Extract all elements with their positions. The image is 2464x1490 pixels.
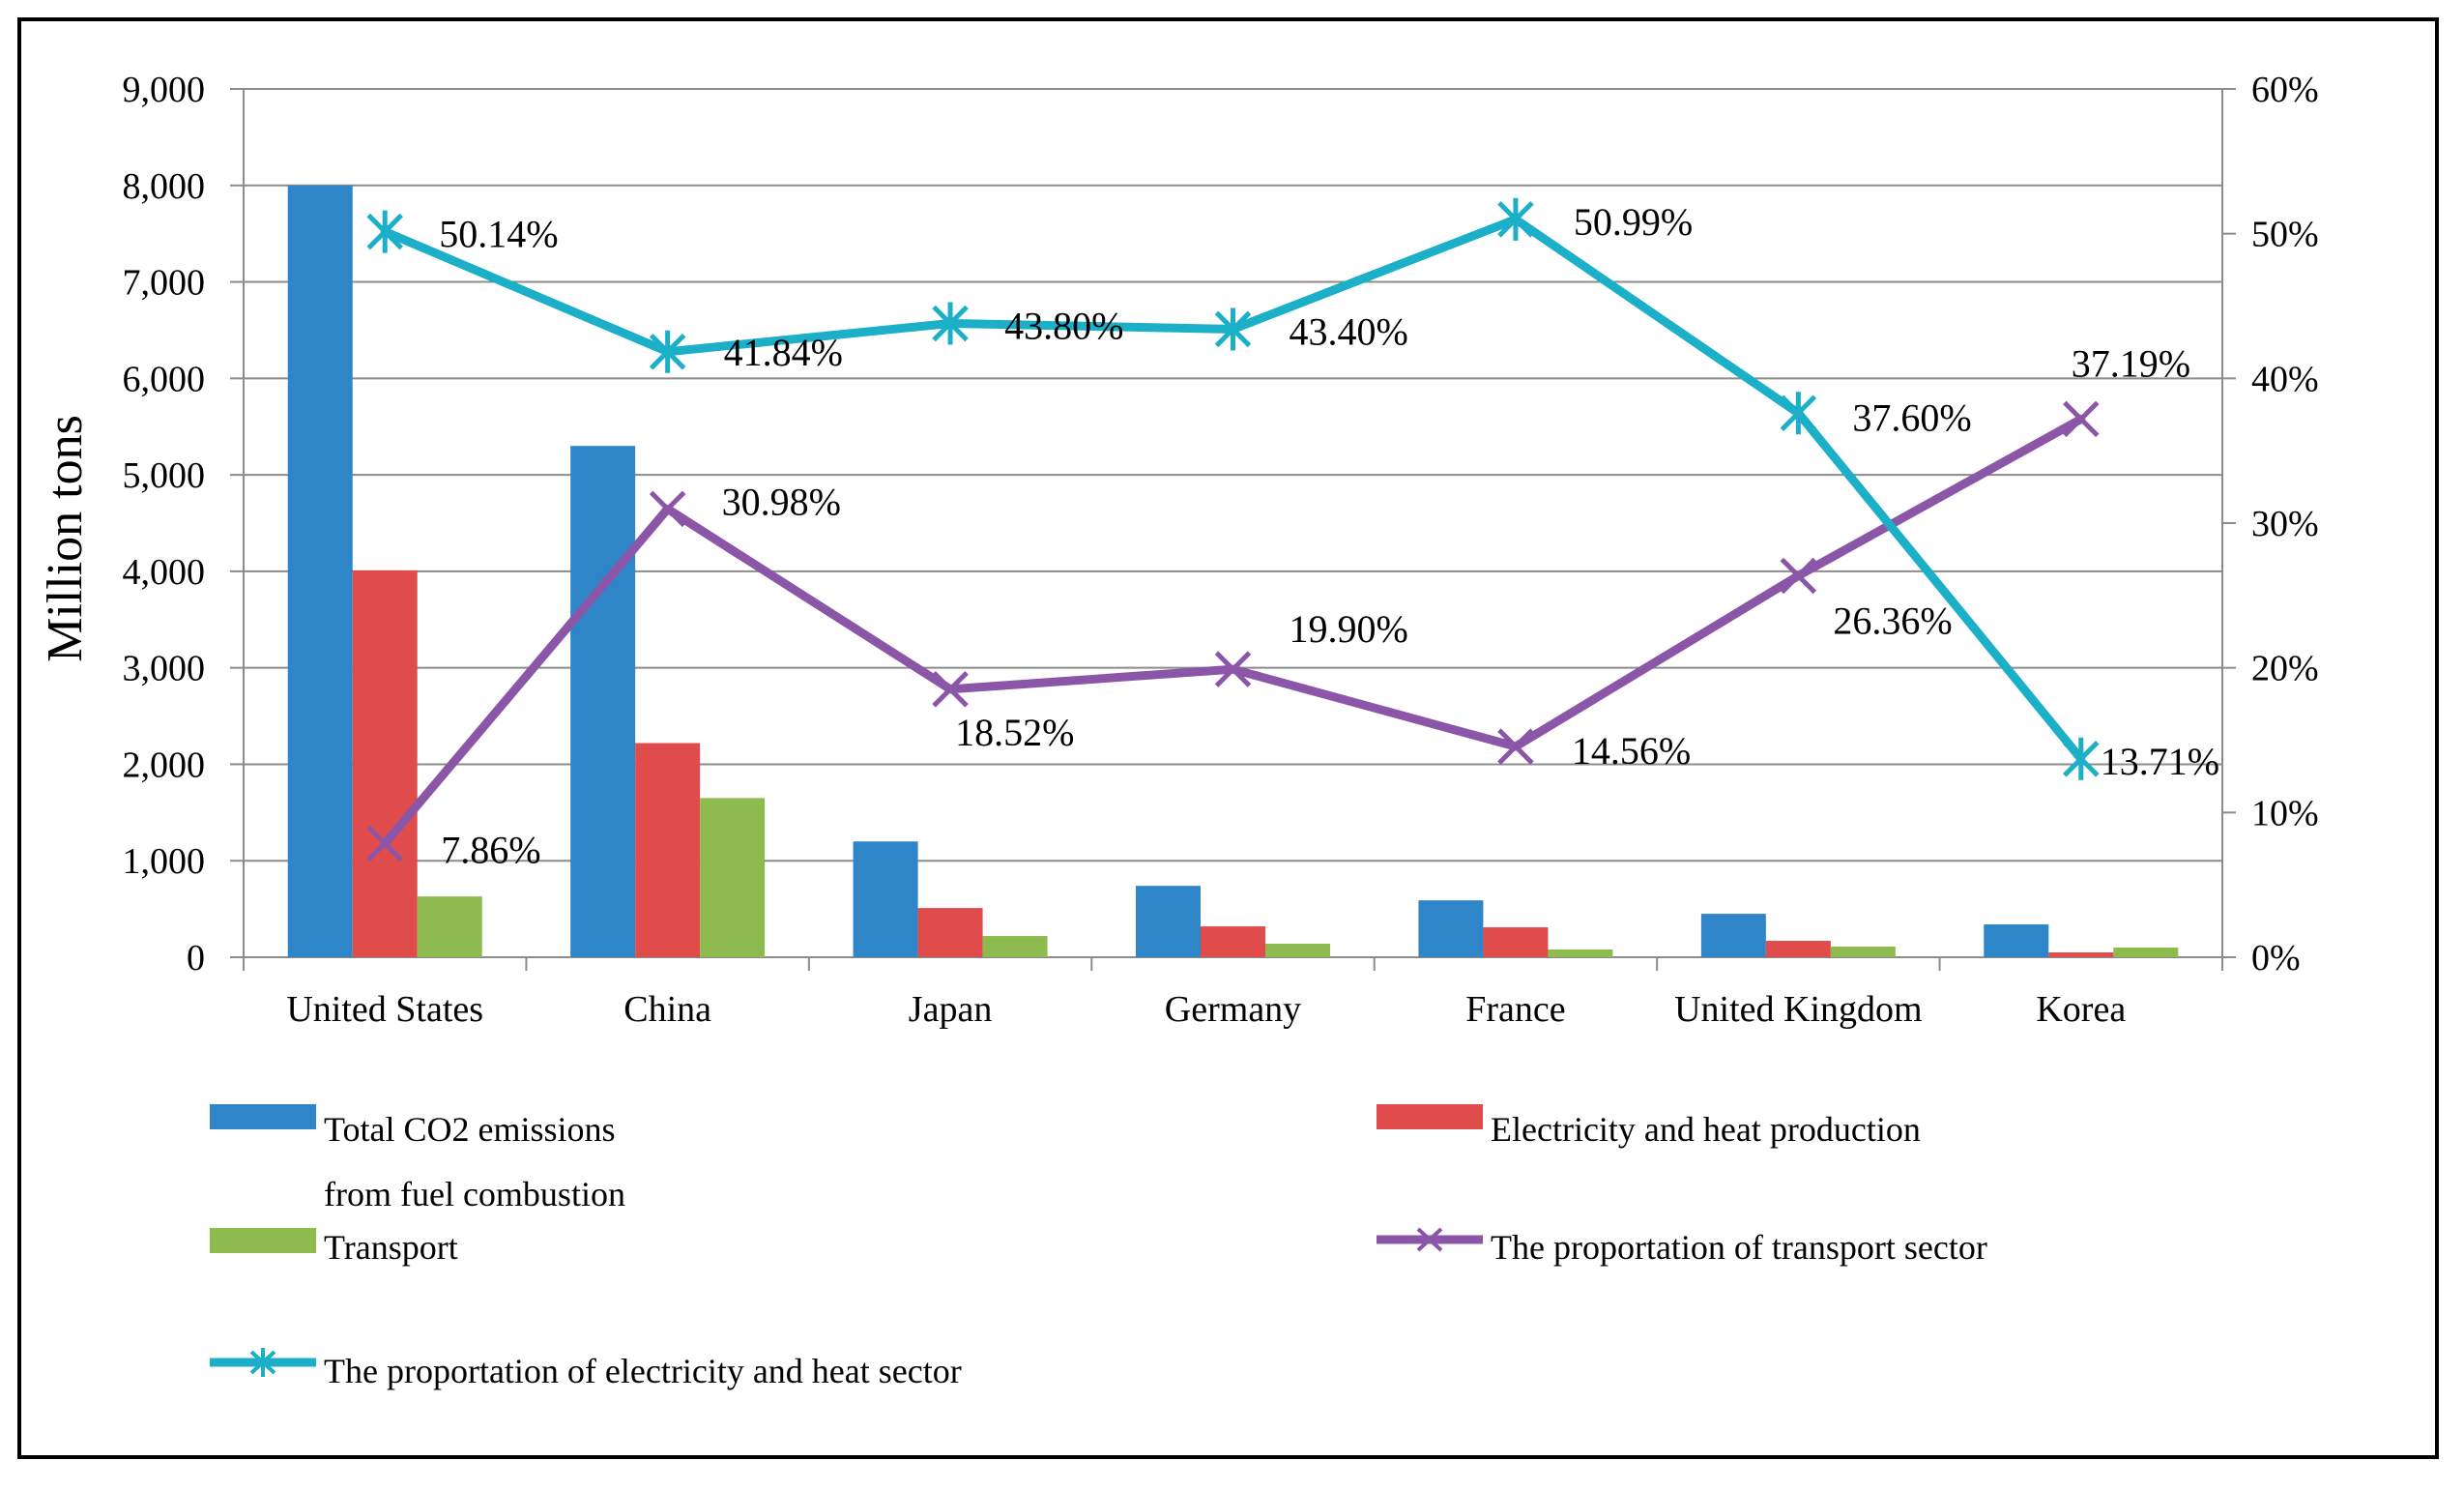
series-marker <box>1214 651 1252 687</box>
series-marker <box>2063 400 2100 438</box>
data-label: 26.36% <box>1833 599 1952 642</box>
legend-swatch-total <box>210 1104 316 1129</box>
gridlines <box>244 88 2222 862</box>
x-tick-label: France <box>1465 989 1565 1030</box>
x-tick-label: China <box>623 989 711 1030</box>
x-tick-label: Japan <box>909 989 993 1030</box>
legend-label-transport: Transport <box>324 1228 458 1267</box>
y-tick-label: 0 <box>187 938 205 979</box>
y2-tick-label: 20% <box>2251 649 2319 689</box>
bar <box>1548 950 1613 957</box>
bar <box>1765 941 1831 957</box>
data-label: 18.52% <box>955 711 1074 754</box>
y2-tick-label: 60% <box>2251 70 2319 110</box>
bar <box>417 896 482 957</box>
y-tick-label: 3,000 <box>123 649 206 689</box>
series-marker <box>1214 307 1252 351</box>
y-tick-label: 5,000 <box>123 455 206 496</box>
bar <box>352 570 418 957</box>
y2-tick-label: 10% <box>2251 793 2319 833</box>
y-tick-label: 6,000 <box>123 359 206 399</box>
data-label: 19.90% <box>1290 607 1408 651</box>
data-label: 50.14% <box>439 213 558 256</box>
chart-frame: 7.86% 30.98% 18.52% 19.90% 14.56% 26.36% 37.19… <box>17 17 2439 1459</box>
data-label: 37.19% <box>2072 341 2190 385</box>
data-label: 41.84% <box>724 331 843 374</box>
series-marker <box>932 302 969 345</box>
line-series <box>366 197 2100 862</box>
legend-label-total-line1: Total CO2 emissions <box>324 1110 615 1149</box>
data-labels: 7.86% 30.98% 18.52% 19.90% 14.56% 26.36% 37.19… <box>439 200 2219 872</box>
y-tick-label: 8,000 <box>123 166 206 207</box>
y2-tick-label: 0% <box>2251 938 2301 979</box>
y-tick-label: 1,000 <box>123 841 206 882</box>
bar <box>2048 952 2114 957</box>
y2-tick-label: 40% <box>2251 359 2319 399</box>
x-tick-label: Germany <box>1165 989 1301 1030</box>
y2-tick-label: 50% <box>2251 215 2319 255</box>
bar <box>982 936 1048 957</box>
data-label: 50.99% <box>1574 200 1693 244</box>
bar <box>1483 927 1549 957</box>
data-label: 14.56% <box>1572 729 1691 773</box>
bar <box>700 798 766 957</box>
data-label: 30.98% <box>722 480 841 523</box>
bar <box>635 743 701 957</box>
series-marker <box>1780 557 1817 595</box>
series-marker <box>366 210 403 253</box>
legend-swatch-electricity <box>1377 1104 1483 1129</box>
x-tick-label: Korea <box>2036 989 2126 1030</box>
series-marker <box>649 330 686 373</box>
legend-swatch-electricity-share <box>210 1348 316 1377</box>
y-tick-label: 9,000 <box>123 70 206 110</box>
bar <box>1984 924 2049 957</box>
series-line <box>380 215 2086 764</box>
series-marker <box>366 825 403 862</box>
legend-swatch-transport <box>210 1228 316 1253</box>
data-label: 37.60% <box>1852 395 1971 439</box>
y-axis-label: Million tons <box>38 415 93 662</box>
bar <box>1136 886 1201 957</box>
bar <box>1830 947 1896 957</box>
bar <box>2113 948 2179 957</box>
bar <box>917 908 983 957</box>
y-tick-label: 7,000 <box>123 263 206 304</box>
series-marker <box>2063 737 2100 780</box>
legend-label-total-line2: from fuel combustion <box>324 1175 625 1213</box>
series-marker <box>1780 392 1817 435</box>
data-label: 7.86% <box>441 828 540 871</box>
legend-swatch-transport-share <box>1377 1227 1483 1252</box>
bar <box>1265 944 1330 957</box>
bars <box>287 185 2179 958</box>
legend: Total CO2 emissions from fuel combustion… <box>210 1104 1987 1390</box>
data-label: 43.80% <box>1004 304 1123 347</box>
legend-label-electricity-share: The proportation of electricity and heat… <box>324 1352 962 1390</box>
tick-labels: 0 1,000 2,000 3,000 4,000 5,000 6,000 7,000 8,00… <box>123 70 2319 1030</box>
y2-tick-label: 30% <box>2251 504 2319 544</box>
series-marker <box>932 671 969 708</box>
x-tick-label: United Kingdom <box>1674 989 1922 1030</box>
series-marker <box>1497 728 1534 765</box>
y-tick-label: 2,000 <box>123 745 206 785</box>
data-label: 13.71% <box>2101 740 2219 783</box>
x-tick-label: United States <box>286 989 483 1030</box>
y-tick-label: 4,000 <box>123 552 206 593</box>
series-marker <box>1497 197 1534 241</box>
bar <box>1418 900 1484 957</box>
bar <box>1201 926 1265 957</box>
legend-label-electricity: Electricity and heat production <box>1491 1110 1921 1149</box>
bar <box>287 185 353 957</box>
series-marker <box>649 490 686 528</box>
combo-chart: 7.86% 30.98% 18.52% 19.90% 14.56% 26.36% 37.19… <box>38 70 2319 1390</box>
data-label: 43.40% <box>1290 309 1408 353</box>
legend-label-transport-share: The proportation of transport sector <box>1491 1228 1987 1267</box>
bar <box>1700 914 1766 957</box>
bar <box>853 841 918 957</box>
bar <box>570 446 636 958</box>
